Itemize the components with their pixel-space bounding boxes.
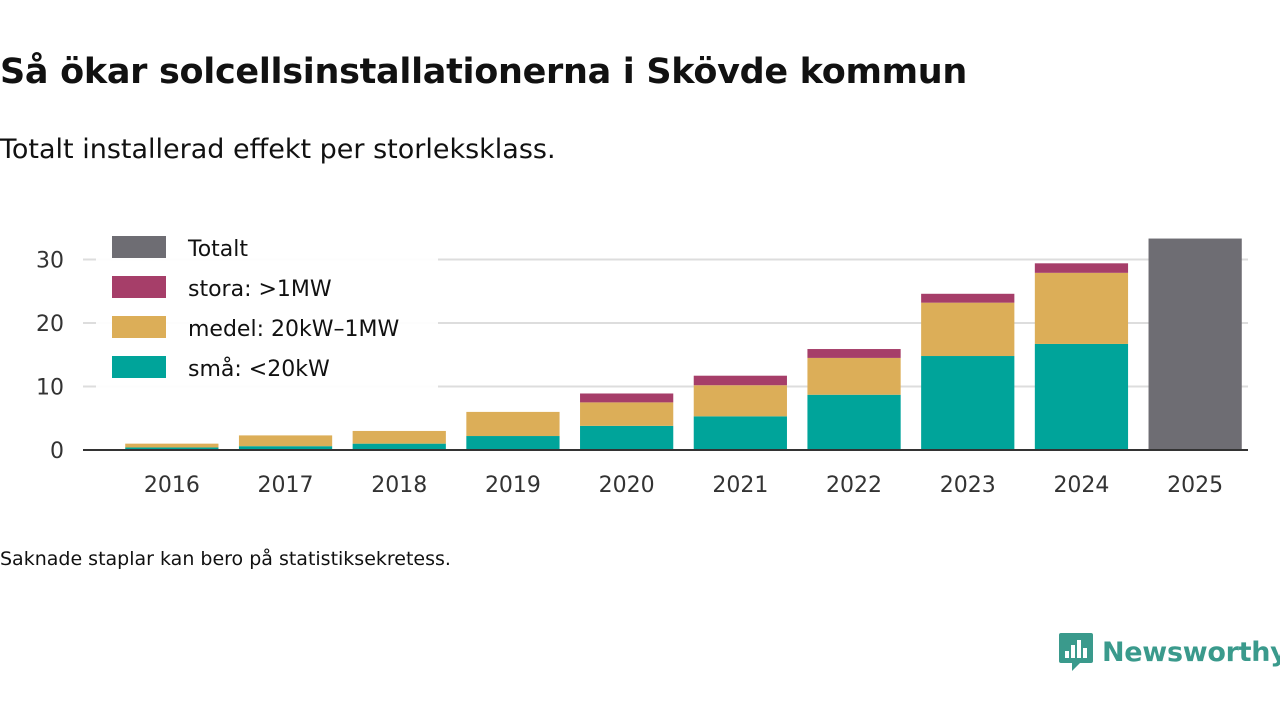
footnote: Saknade staplar kan bero på statistiksek… [0, 548, 451, 570]
bar-2025-totalt [1148, 238, 1242, 450]
legend-label: stora: >1MW [188, 277, 332, 302]
bar-2021-små [693, 416, 787, 450]
bar-2023-små [921, 356, 1015, 450]
legend: Totalt stora: >1MW medel: 20kW–1MW små: <20… [96, 226, 438, 388]
chart-title: Så ökar solcellsinstallationerna i Skövd… [0, 52, 968, 92]
bar-2020-små [580, 425, 674, 450]
axes: 0 10 20 30 2016 2017 2018 2019 2020 2021 2022 2023 2… [36, 249, 1248, 498]
bar-2016-medel [125, 443, 219, 448]
y-tick-label: 20 [36, 312, 64, 337]
bar-2022-små [807, 394, 901, 450]
bar-2024-medel [1034, 272, 1129, 344]
bar-2023-medel [921, 302, 1015, 357]
bar-2017-medel [238, 435, 333, 447]
bars [125, 238, 1242, 450]
legend-label: medel: 20kW–1MW [188, 317, 399, 342]
legend-swatch [112, 316, 166, 338]
x-tick-label: 2017 [258, 473, 314, 498]
bar-2022-stora [807, 349, 901, 358]
bar-2022-medel [807, 357, 901, 395]
legend-label: Totalt [187, 237, 248, 262]
x-tick-label: 2025 [1167, 473, 1223, 498]
bar-2019-medel [466, 411, 560, 437]
legend-swatch [112, 236, 166, 258]
bar-2024-små [1034, 343, 1129, 450]
legend-swatch [112, 356, 166, 378]
bar-2019-små [466, 436, 560, 450]
bar-2018-medel [352, 430, 446, 444]
stacked-bar-chart: 0 10 20 30 2016 2017 2018 2019 2020 2021 2022 2023 2… [36, 226, 1248, 498]
x-tick-label: 2021 [712, 473, 768, 498]
bar-2024-stora [1034, 263, 1129, 273]
x-tick-label: 2024 [1053, 473, 1109, 498]
bar-2021-stora [693, 375, 787, 386]
x-tick-label: 2016 [144, 473, 200, 498]
bar-2023-stora [921, 293, 1015, 303]
bar-2018-små [352, 443, 446, 450]
x-tick-label: 2018 [371, 473, 427, 498]
x-tick-label: 2019 [485, 473, 541, 498]
bar-2021-medel [693, 385, 787, 417]
legend-swatch [112, 276, 166, 298]
bar-2016-små [125, 447, 219, 450]
chart-subtitle: Totalt installerad effekt per storlekskl… [0, 134, 556, 165]
y-tick-label: 30 [36, 249, 64, 274]
x-tick-label: 2022 [826, 473, 882, 498]
newsworthy-logo-icon [1059, 633, 1093, 671]
x-tick-label: 2020 [599, 473, 655, 498]
y-tick-label: 0 [50, 439, 64, 464]
x-tick-label: 2023 [940, 473, 996, 498]
y-tick-label: 10 [36, 376, 64, 401]
bar-2017-små [238, 446, 333, 450]
legend-label: små: <20kW [188, 356, 330, 382]
brand-name: Newsworthy [1102, 636, 1280, 668]
bar-2020-stora [580, 393, 674, 403]
bar-2020-medel [580, 402, 674, 426]
brand-logo: Newsworthy [1058, 630, 1280, 674]
